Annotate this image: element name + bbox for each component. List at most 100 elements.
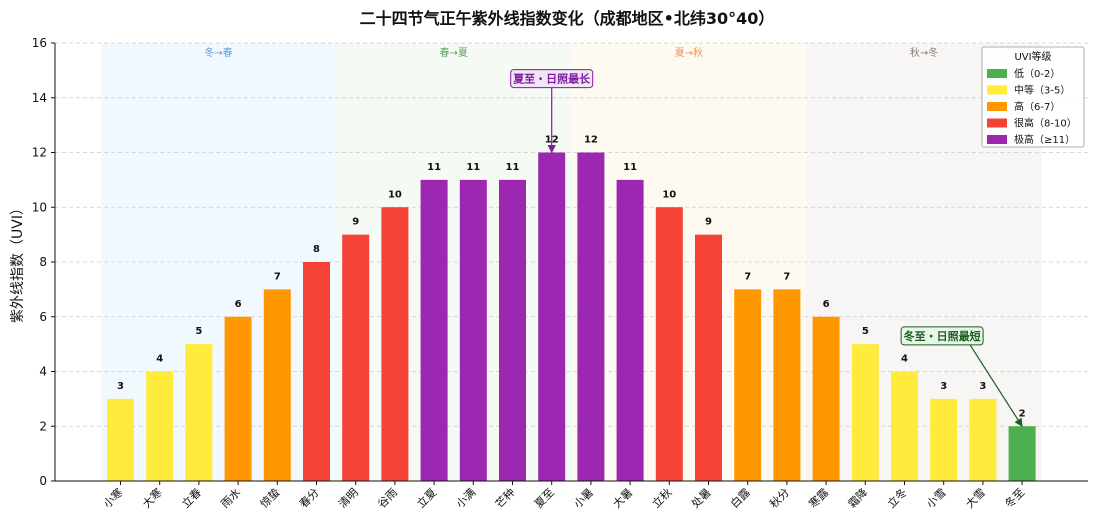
value-label: 11 [427,162,441,173]
bar [734,289,762,481]
x-tick-label: 立春 [179,485,204,510]
legend-label: 高（6-7） [1014,100,1060,113]
x-tick-label: 立冬 [884,485,909,510]
x-tick-label: 春分 [297,486,322,511]
value-label: 5 [195,326,202,337]
bar [459,179,487,481]
season-label: 春→夏 [440,47,468,59]
x-tick-label: 冬至 [1002,485,1027,510]
x-tick-label: 小满 [454,486,479,511]
y-tick-label: 10 [32,200,47,214]
value-label: 8 [313,244,320,255]
chart-title: 二十四节气正午紫外线指数变化（成都地区•北纬30°40） [360,9,775,28]
value-label: 4 [901,354,908,365]
y-tick-label: 2 [39,419,47,433]
x-tick-label: 雨水 [218,486,243,511]
bar [930,398,958,481]
value-label: 2 [1019,408,1026,419]
value-label: 7 [783,271,790,282]
bar [538,152,566,481]
x-tick-label: 处暑 [689,486,714,511]
bar [891,371,918,481]
value-label: 4 [156,354,163,365]
y-tick-label: 6 [39,310,47,324]
x-tick-label: 惊蛰 [257,485,282,510]
bar [263,289,291,481]
y-tick-label: 14 [32,91,47,105]
y-tick-label: 12 [32,146,47,160]
value-label: 6 [235,299,242,310]
bar [695,234,722,481]
season-label: 冬→春 [204,46,232,59]
legend-label: 低（0-2） [1014,67,1060,80]
value-label: 11 [506,162,520,173]
annotation-arrow [969,344,1023,427]
value-label: 3 [979,381,986,392]
legend-swatch [987,69,1007,78]
value-label: 9 [352,217,359,228]
season-label: 秋→冬 [910,46,938,59]
value-label: 7 [274,271,281,282]
bar [773,289,801,481]
x-tick-label: 霜降 [845,485,870,510]
value-label: 9 [705,217,712,228]
legend-label: 中等（3-5） [1014,84,1070,97]
legend-swatch [987,85,1007,95]
y-tick-label: 16 [32,36,47,50]
value-label: 12 [584,135,598,146]
x-tick-label: 白露 [727,485,752,510]
value-label: 11 [466,162,480,173]
annotation-text: 冬至・日照最短 [904,329,981,343]
value-label: 10 [388,189,402,200]
bar [303,262,330,481]
x-tick-label: 大暑 [610,485,635,510]
x-tick-label: 寒露 [806,485,831,510]
x-tick-label: 立秋 [649,485,674,510]
x-tick-label: 秋分 [767,485,792,510]
x-tick-label: 谷雨 [375,486,400,511]
x-tick-label: 小雪 [924,486,949,511]
y-tick-label: 8 [39,255,47,269]
x-tick-label: 小寒 [100,485,125,510]
value-label: 6 [823,299,830,310]
annotation-box [900,326,984,346]
legend-swatch [987,102,1007,111]
bar [146,371,174,481]
legend-label: 极高（≥11） [1014,133,1075,146]
bar [185,344,213,481]
x-tick-label: 芒种 [492,485,517,510]
annotation-text: 夏至・日照最长 [513,72,591,86]
y-axis-label: 紫外线指数（UVI） [10,201,26,323]
y-tick-label: 4 [39,365,47,379]
value-label: 11 [623,162,637,173]
legend-box [981,46,1085,148]
bar [577,152,605,481]
legend-swatch [987,118,1007,128]
x-tick-label: 立夏 [414,485,439,510]
bar [499,179,526,481]
value-label: 7 [744,271,751,282]
bar [851,344,879,481]
bar [969,398,997,481]
y-tick-label: 0 [39,474,47,488]
bar [616,179,644,481]
bar [812,316,840,481]
x-tick-label: 小暑 [571,486,596,511]
legend-swatch [987,135,1007,144]
value-label: 3 [117,381,124,392]
x-tick-label: 大雪 [963,485,988,510]
bar [420,179,448,481]
bars [107,152,1036,481]
bar [342,234,370,481]
value-label: 5 [862,326,869,337]
x-tick-label: 大寒 [139,485,164,510]
value-label: 3 [940,381,947,392]
bar [107,398,134,481]
value-label: 10 [662,189,676,200]
bar [1008,426,1036,481]
x-tick-label: 清明 [336,486,361,511]
bar [381,207,409,481]
